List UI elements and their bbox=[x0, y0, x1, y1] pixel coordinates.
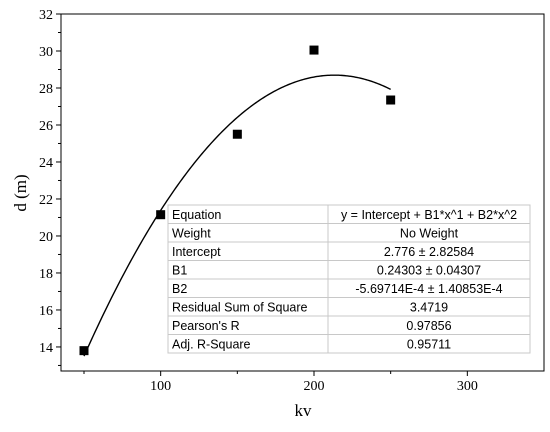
y-axis-title: d (m) bbox=[11, 174, 30, 211]
axis-ticks-layer: 100 200 300 14 16 18 20 22 24 26 28 30 32 bbox=[39, 8, 478, 394]
fit-curve-layer bbox=[83, 74, 391, 357]
data-point bbox=[79, 346, 89, 356]
y-tick-label: 18 bbox=[39, 267, 53, 282]
table-row-label: Weight bbox=[172, 227, 211, 241]
x-tick-label: 200 bbox=[304, 379, 325, 394]
y-tick-label: 22 bbox=[39, 193, 53, 208]
y-tick-label: 14 bbox=[39, 341, 53, 356]
y-tick-label: 26 bbox=[39, 119, 53, 134]
data-point bbox=[386, 95, 396, 105]
fit-results-table: Equation y = Intercept + B1*x^1 + B2*x^2 W… bbox=[167, 204, 531, 354]
data-point bbox=[232, 129, 242, 139]
table-row-value: No Weight bbox=[400, 227, 459, 241]
plot-border bbox=[60, 13, 545, 372]
table-row-label: Equation bbox=[172, 208, 221, 222]
x-axis-title: kv bbox=[295, 401, 313, 420]
data-points-layer bbox=[79, 45, 396, 356]
data-point bbox=[156, 210, 166, 220]
y-tick-label: 16 bbox=[39, 304, 53, 319]
table-row-value: 0.95711 bbox=[407, 338, 451, 352]
table-row-value: y = Intercept + B1*x^1 + B2*x^2 bbox=[341, 208, 517, 222]
table-row-label: Adj. R-Square bbox=[172, 338, 251, 352]
table-row-value: 3.4719 bbox=[410, 301, 448, 315]
y-tick-label: 30 bbox=[39, 45, 53, 60]
table-row-label: Pearson's R bbox=[172, 319, 240, 333]
table-row-value: 2.776 ± 2.82584 bbox=[384, 245, 474, 259]
y-tick-label: 24 bbox=[39, 156, 53, 171]
y-tick-label: 32 bbox=[39, 8, 53, 23]
table-row-label: B2 bbox=[172, 282, 187, 296]
table-row-label: Intercept bbox=[172, 245, 221, 259]
data-point bbox=[309, 45, 319, 55]
plot-frame bbox=[60, 13, 545, 372]
y-tick-label: 28 bbox=[39, 82, 53, 97]
table-row-value: 0.97856 bbox=[406, 319, 451, 333]
fit-curve bbox=[83, 74, 391, 357]
table-row-value: 0.24303 ± 0.04307 bbox=[377, 264, 481, 278]
x-tick-label: 300 bbox=[457, 379, 478, 394]
table-row-label: B1 bbox=[172, 264, 187, 278]
table-row-label: Residual Sum of Square bbox=[172, 301, 308, 315]
x-tick-label: 100 bbox=[150, 379, 171, 394]
table-row-value: -5.69714E-4 ± 1.40853E-4 bbox=[355, 282, 502, 296]
y-tick-label: 20 bbox=[39, 230, 53, 245]
